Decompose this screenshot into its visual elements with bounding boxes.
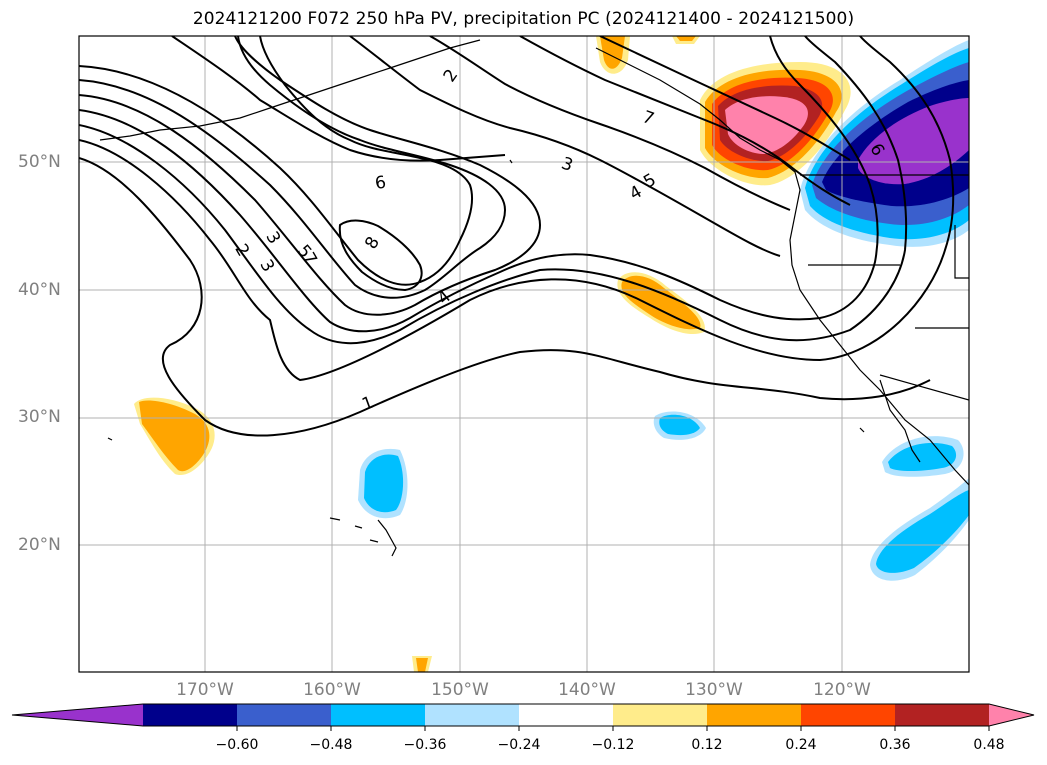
colorbar-extend-max bbox=[989, 704, 1034, 726]
colorbar-tick-label: −0.12 bbox=[591, 737, 635, 753]
pv-contours bbox=[79, 36, 955, 437]
lat-label-20n: 20°N bbox=[18, 535, 61, 555]
colorbar-tick-label: 0.24 bbox=[785, 737, 817, 753]
colorbar-tick-label: −0.48 bbox=[309, 737, 353, 753]
colorbar-extend-min bbox=[12, 704, 143, 726]
lon-label-140w: 140°W bbox=[558, 680, 616, 700]
colorbar-segment bbox=[331, 704, 426, 726]
colorbar-segment bbox=[519, 704, 614, 726]
colorbar-tick-label: −0.60 bbox=[215, 737, 259, 753]
colorbar-segment bbox=[425, 704, 520, 726]
map-title: 2024121200 F072 250 hPa PV, precipitatio… bbox=[192, 9, 855, 29]
lat-label-40n: 40°N bbox=[18, 280, 61, 300]
colorbar-segment bbox=[237, 704, 332, 726]
colorbar-tick-label: 0.12 bbox=[691, 737, 723, 753]
colorbar-tick-label: −0.24 bbox=[497, 737, 541, 753]
lon-label-150w: 150°W bbox=[431, 680, 489, 700]
colorbar-tick-label: −0.36 bbox=[403, 737, 447, 753]
graticule bbox=[79, 36, 969, 672]
lon-label-130w: 130°W bbox=[685, 680, 743, 700]
precip-negative-small bbox=[358, 411, 969, 581]
colorbar bbox=[11, 703, 1035, 731]
lon-label-160w: 160°W bbox=[303, 680, 361, 700]
colorbar-tick-label: 0.48 bbox=[973, 737, 1005, 753]
lon-label-120w: 120°W bbox=[813, 680, 871, 700]
colorbar-tick-label: 0.36 bbox=[879, 737, 911, 753]
colorbar-segment bbox=[143, 704, 238, 726]
colorbar-outline bbox=[11, 703, 1035, 727]
lat-label-50n: 50°N bbox=[18, 152, 61, 172]
colorbar-segment bbox=[613, 704, 708, 726]
contour-label: 6 bbox=[374, 172, 388, 194]
map-plot-area: 1 2 2 3 3 3 4 4 5 5 6 6 7 7 8 bbox=[79, 36, 969, 672]
colorbar-segment bbox=[895, 704, 990, 726]
lat-label-30n: 30°N bbox=[18, 407, 61, 427]
map-frame bbox=[78, 35, 970, 673]
colorbar-segment bbox=[801, 704, 896, 726]
lon-label-170w: 170°W bbox=[176, 680, 234, 700]
colorbar-segment bbox=[707, 704, 802, 726]
